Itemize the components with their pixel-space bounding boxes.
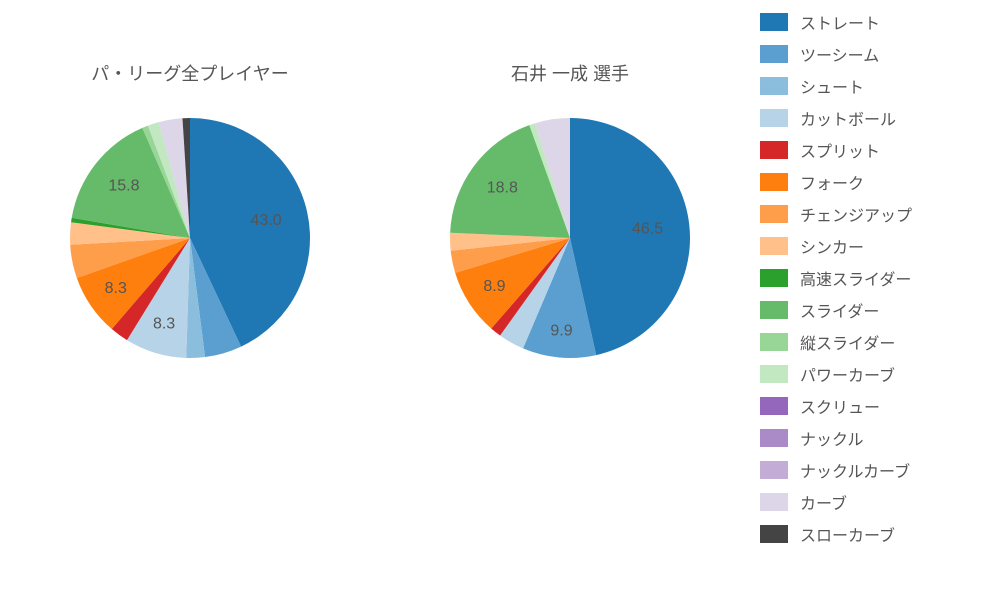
legend-label: カーブ <box>800 490 847 514</box>
legend-item: スプリット <box>760 138 1000 162</box>
legend-label: フォーク <box>800 170 864 194</box>
legend-item: フォーク <box>760 170 1000 194</box>
pie-slice-label: 18.8 <box>487 179 518 196</box>
legend-swatch <box>760 365 788 383</box>
pie-svg: 46.5 9.9 8.9 18.8 <box>448 116 692 360</box>
legend-label: ストレート <box>800 10 880 34</box>
legend-item: 高速スライダー <box>760 266 1000 290</box>
legend-swatch <box>760 13 788 31</box>
pie-chart: 46.5 9.9 8.9 18.8 <box>448 116 692 365</box>
legend-swatch <box>760 525 788 543</box>
legend-label: ツーシーム <box>800 42 879 66</box>
legend-item: シュート <box>760 74 1000 98</box>
pie-slice-label: 8.3 <box>153 315 175 332</box>
legend-item: ナックル <box>760 426 1000 450</box>
legend-label: シンカー <box>800 234 864 258</box>
legend: ストレートツーシームシュートカットボールスプリットフォークチェンジアップシンカー… <box>760 0 1000 600</box>
chart-block: パ・リーグ全プレイヤー 43.0 8.3 8.3 15.8 <box>68 60 312 365</box>
legend-item: ナックルカーブ <box>760 458 1000 482</box>
legend-swatch <box>760 77 788 95</box>
legend-label: ナックル <box>800 426 864 450</box>
legend-label: カットボール <box>800 106 896 130</box>
legend-item: シンカー <box>760 234 1000 258</box>
legend-label: スライダー <box>800 298 879 322</box>
legend-label: 高速スライダー <box>800 266 911 290</box>
legend-swatch <box>760 269 788 287</box>
pie-slice-label: 8.9 <box>483 278 505 295</box>
chart-container: パ・リーグ全プレイヤー 43.0 8.3 8.3 15.8 石井 一成 選手 46.5 9.9… <box>0 0 1000 600</box>
legend-item: カーブ <box>760 490 1000 514</box>
legend-swatch <box>760 301 788 319</box>
chart-title: 石井 一成 選手 <box>511 60 629 86</box>
legend-swatch <box>760 45 788 63</box>
legend-label: 縦スライダー <box>800 330 895 354</box>
legend-item: スローカーブ <box>760 522 1000 546</box>
legend-swatch <box>760 109 788 127</box>
pie-slice-label: 8.3 <box>105 280 127 297</box>
chart-block: 石井 一成 選手 46.5 9.9 8.9 18.8 <box>448 60 692 365</box>
legend-swatch <box>760 397 788 415</box>
pie-slice-label: 9.9 <box>550 322 572 339</box>
legend-swatch <box>760 429 788 447</box>
pie-slice-label: 15.8 <box>108 177 139 194</box>
legend-swatch <box>760 333 788 351</box>
legend-label: スプリット <box>800 138 880 162</box>
pie-chart: 43.0 8.3 8.3 15.8 <box>68 116 312 365</box>
chart-title: パ・リーグ全プレイヤー <box>91 60 288 86</box>
legend-swatch <box>760 173 788 191</box>
legend-item: スライダー <box>760 298 1000 322</box>
legend-item: スクリュー <box>760 394 1000 418</box>
legend-item: チェンジアップ <box>760 202 1000 226</box>
legend-swatch <box>760 141 788 159</box>
pie-slice-label: 46.5 <box>632 221 663 238</box>
legend-label: スローカーブ <box>800 522 895 546</box>
legend-swatch <box>760 461 788 479</box>
legend-label: ナックルカーブ <box>800 458 910 482</box>
pie-svg: 43.0 8.3 8.3 15.8 <box>68 116 312 360</box>
legend-item: ツーシーム <box>760 42 1000 66</box>
legend-item: パワーカーブ <box>760 362 1000 386</box>
pie-slice-label: 43.0 <box>251 212 282 229</box>
legend-swatch <box>760 205 788 223</box>
legend-label: スクリュー <box>800 394 880 418</box>
legend-label: パワーカーブ <box>800 362 895 386</box>
legend-label: チェンジアップ <box>800 202 912 226</box>
legend-swatch <box>760 237 788 255</box>
legend-label: シュート <box>800 74 864 98</box>
legend-swatch <box>760 493 788 511</box>
legend-item: 縦スライダー <box>760 330 1000 354</box>
charts-area: パ・リーグ全プレイヤー 43.0 8.3 8.3 15.8 石井 一成 選手 46.5 9.9… <box>0 0 760 600</box>
legend-item: ストレート <box>760 10 1000 34</box>
legend-item: カットボール <box>760 106 1000 130</box>
